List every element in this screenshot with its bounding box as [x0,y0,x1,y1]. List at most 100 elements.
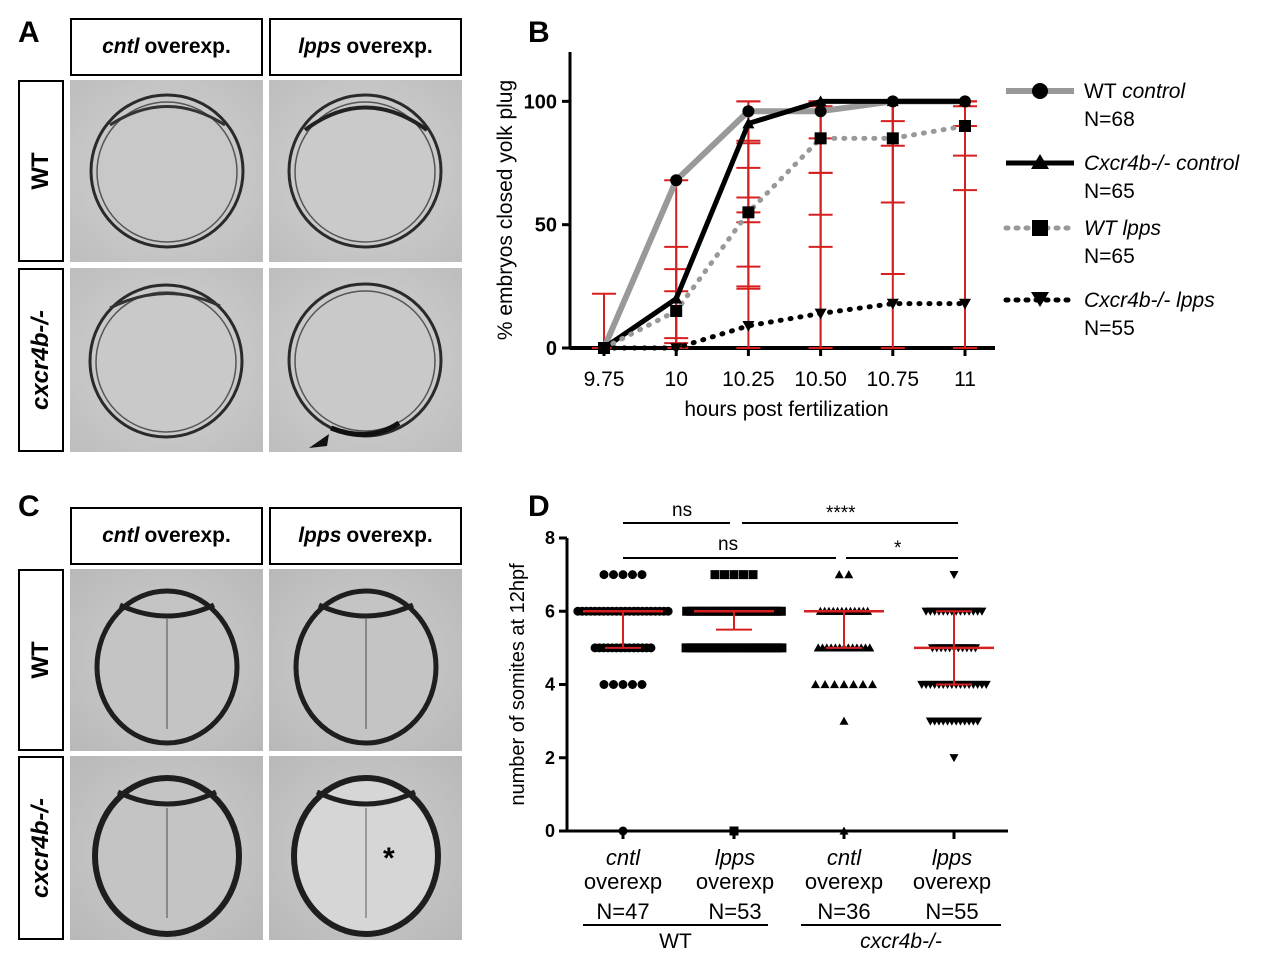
data-point-3 [670,343,683,354]
x-tick-label: 10.75 [867,368,920,391]
sig-label-ns-1: ns [672,500,693,521]
legend-entry-wt-control: WT control [1084,80,1186,103]
scatter-point-3 [977,607,987,616]
group-label-1: cntl overexp N=47 [583,845,663,924]
scatter-point-2 [834,570,844,579]
embryo-photo-c-wt-lpps [269,569,462,751]
data-point-0 [742,105,755,118]
panel-c-col-header-lpps: lpps overexp. [269,507,462,565]
data-point-0 [670,174,683,187]
x-tick-label: 11 [954,368,976,391]
embryo-photo-a-cxcr4b-cntl [70,268,263,452]
group-label-4: lpps overexp N=55 [912,845,992,924]
panel-b-legend: WT control N=68 Cxcr4b-/- control N=65 W… [1000,70,1255,360]
legend-n-cxcr4b-control: N=65 [1084,180,1135,203]
data-point-0 [814,105,827,118]
legend-n-wt-lpps: N=65 [1084,245,1135,268]
data-point-3 [742,321,755,332]
y-tick-label: 8 [545,528,555,548]
genotype-underline-cxcr4b [801,924,1001,926]
legend-square-marker [1032,220,1048,236]
scatter-point-2 [844,570,854,579]
scatter-point-0 [618,680,628,689]
legend-triangle-down-marker [1031,292,1049,307]
x-axis-title: hours post fertilization [684,398,888,421]
scatter-point-0 [609,680,618,689]
scatter-point-0 [663,606,673,616]
scatter-point-0 [646,643,656,653]
scatter-point-2 [839,716,849,725]
x-tick-label: 9.75 [584,368,625,391]
embryo-photo-a-cxcr4b-lpps [269,268,462,452]
series-line-1 [601,98,968,351]
panel-c-row-header-wt: WT [18,569,64,751]
panel-b-label: B [528,16,550,49]
series-line-3 [601,301,968,351]
scatter-point-0 [637,680,647,689]
scatter-point-1 [777,643,787,653]
panel-c-label: C [18,490,40,523]
x-tick-label: 10.25 [722,368,775,391]
group-label-2: lpps overexp N=53 [695,845,775,924]
data-point-1 [959,95,971,107]
data-point-3 [598,343,610,354]
scatter-point-2 [839,826,849,835]
legend-n-wt-control: N=68 [1084,108,1135,131]
panel-a-col-header-lpps: lpps overexp. [269,18,462,76]
data-point-2 [742,206,755,219]
genotype-label-wt: WT [659,930,692,953]
data-point-2 [886,132,899,145]
genotype-underline-wt [583,924,768,926]
panel-a-label: A [18,16,40,49]
scatter-point-2 [811,680,820,689]
panel-c-row-header-cxcr4b: cxcr4b-/- [18,756,64,940]
y-tick-label: 6 [545,601,555,621]
y-tick-label: 0 [546,338,557,360]
sig-label-1-star: * [894,538,902,559]
series-line-2 [601,123,968,351]
embryo-photo-c-wt-cntl [70,569,263,751]
embryo-photo-a-wt-cntl [70,80,263,262]
scatter-point-0 [618,826,628,836]
scatter-point-1 [748,570,758,580]
scatter-point-2 [820,680,830,689]
scatter-point-1 [729,570,739,580]
scatter-point-0 [637,570,647,580]
group-label-3: cntl overexp N=36 [804,845,884,924]
scatter-point-1 [776,606,786,616]
data-point-3 [886,298,899,310]
asterisk-annotation: * [383,842,395,875]
legend-entry-wt-lpps: WT lpps [1084,217,1162,240]
y-tick-label: 4 [545,675,555,695]
panel-d-label: D [528,490,550,523]
scatter-point-1 [710,570,720,580]
data-point-1 [742,117,755,129]
scatter-point-0 [609,570,618,580]
data-point-1 [670,292,683,304]
legend-entry-cxcr4b-lpps: Cxcr4b-/- lpps [1084,289,1215,312]
legend-n-cxcr4b-lpps: N=55 [1084,317,1135,340]
scatter-point-2 [849,680,858,689]
scatter-point-0 [618,570,628,580]
panel-a-col-header-cntl: cntl overexp. [70,18,263,76]
sig-label-ns-2: ns [718,534,739,555]
data-point-2 [814,132,827,145]
scatter-point-3 [949,571,959,580]
scatter-point-1 [739,570,748,580]
scatter-point-2 [830,680,839,689]
data-point-3 [814,308,827,320]
data-point-1 [886,95,899,107]
scatter-point-0 [628,680,637,689]
scatter-point-1 [720,570,729,580]
panel-a-row-header-wt: WT [18,80,64,262]
scatter-point-3 [949,754,959,763]
scatter-point-0 [599,680,609,689]
panel-b-line-chart: 0 50 100 9.75 10 10.25 10.50 10.75 11 hours post … [494,52,995,421]
y-tick-label: 100 [524,91,557,113]
y-tick-label: 2 [545,748,555,768]
data-point-1 [814,95,827,107]
legend-triangle-up-marker [1031,154,1049,169]
embryo-photo-c-cxcr4b-lpps: * [269,756,462,940]
sig-label-4-stars: **** [826,503,856,524]
embryo-photo-a-wt-lpps [269,80,462,262]
